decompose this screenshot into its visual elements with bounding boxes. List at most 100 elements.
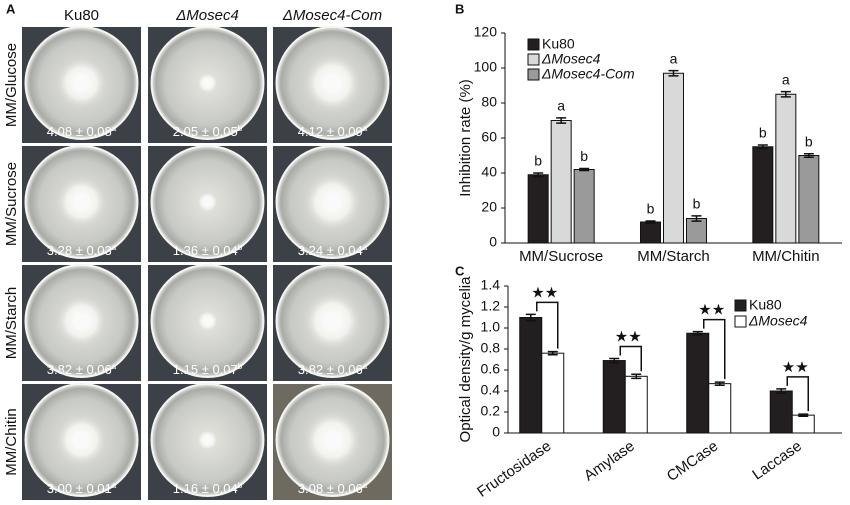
panel-label: B (455, 1, 464, 16)
y-axis-label: Inhibition rate (%) (457, 79, 474, 197)
colony-center (202, 435, 213, 445)
y-tick-label: 0.2 (481, 403, 501, 419)
y-tick-label: 0.4 (481, 382, 501, 398)
cell-value-superscript: a (112, 481, 117, 490)
error-bar (645, 220, 656, 224)
significance-bracket (703, 318, 726, 380)
column-header: ΔMosec4-Com (282, 7, 382, 24)
y-tick-label: 40 (481, 164, 497, 180)
cell-value: 3.24 ± 0.04a (298, 243, 368, 258)
cell-value: 3.82 ± 0.06a (298, 362, 368, 377)
error-bar (776, 388, 787, 394)
bar (752, 146, 774, 244)
cell-value-text: 3.24 ± 0.04 (298, 243, 363, 258)
cell-value-superscript: a (112, 243, 117, 252)
cell-value-text: 1.16 ± 0.04 (173, 481, 238, 496)
panel-label: C (455, 263, 465, 278)
significance-letter: b (580, 148, 588, 164)
legend-swatch (527, 68, 540, 81)
colony-center (323, 192, 342, 212)
colony-center (73, 431, 90, 449)
bar (541, 352, 565, 434)
significance-stars: ★★ (615, 328, 642, 345)
cell-value: 3.82 ± 0.06a (47, 362, 117, 377)
colony-center (73, 193, 90, 211)
bar (775, 93, 797, 244)
cell-value-superscript: a (112, 124, 117, 133)
colony-center (323, 311, 342, 331)
significance-letter: a (670, 50, 678, 66)
error-bar (691, 215, 702, 222)
row-label: MM/Glucose (3, 43, 20, 127)
y-tick-label: 1.2 (481, 298, 501, 314)
cell-value-superscript: b (238, 124, 243, 133)
cell-value-superscript: b (238, 481, 243, 490)
x-tick-label: Amylase (581, 438, 638, 485)
error-bar (780, 90, 791, 98)
bar (573, 169, 595, 244)
bar (686, 332, 710, 434)
x-tick-label: MM/Sucrose (519, 248, 603, 265)
colony-center (73, 74, 90, 92)
significance-stars: ★★ (782, 359, 809, 376)
significance-letter: b (534, 153, 542, 169)
y-tick-label: 0.6 (481, 361, 501, 377)
error-bar (533, 172, 544, 178)
cell-value-text: 3.82 ± 0.06 (298, 362, 363, 377)
cell-value-superscript: a (363, 481, 368, 490)
legend-label: ΔMosec4-Com (541, 66, 635, 82)
significance-letter: b (647, 201, 655, 217)
cell-value-superscript: a (363, 362, 368, 371)
cell-value: 3.28 ± 0.03a (47, 243, 117, 258)
y-tick-label: 0 (492, 424, 500, 440)
column-header: ΔMosec4 (175, 7, 239, 24)
cell-value: 3.08 ± 0.06a (298, 481, 368, 496)
cell-value-text: 3.28 ± 0.03 (47, 243, 112, 258)
cell-value-text: 1.15 ± 0.07 (173, 362, 238, 377)
error-bar (803, 153, 814, 158)
cell-value-text: 3.00 ± 0.01 (47, 481, 112, 496)
column-header: Ku80 (64, 7, 99, 24)
bar (769, 390, 793, 434)
x-tick-label: MM/Chitin (752, 248, 820, 265)
row-label: MM/Chitin (3, 408, 20, 476)
cell-value: 3.00 ± 0.01a (47, 481, 117, 496)
cell-value: 4.08 ± 0.08a (47, 124, 117, 139)
legend-label: ΔMosec4 (541, 51, 601, 67)
cell-value-superscript: b (238, 362, 243, 371)
significance-letter: b (805, 133, 813, 149)
error-bar (556, 117, 567, 124)
colony-center (323, 430, 342, 450)
cell-value-superscript: b (238, 243, 243, 252)
legend-label: Ku80 (542, 36, 575, 52)
legend-label: Ku80 (749, 297, 782, 313)
legend-swatch (527, 38, 540, 51)
error-bar (692, 330, 703, 336)
x-tick-label: Fructosidase (474, 438, 554, 501)
cell-value: 4.12 ± 0.09a (298, 124, 368, 139)
cell-value: 1.15 ± 0.07b (173, 362, 243, 377)
significance-bracket (536, 301, 559, 349)
cell-value: 2.05 ± 0.05b (173, 124, 243, 139)
y-tick-label: 80 (481, 94, 497, 110)
error-bar (714, 381, 725, 386)
cell-value-superscript: a (363, 243, 368, 252)
legend-swatch (527, 53, 540, 66)
significance-bracket (786, 376, 809, 412)
bar (663, 72, 684, 244)
y-tick-label: 1.0 (481, 319, 501, 335)
cell-value-text: 4.08 ± 0.08 (47, 124, 112, 139)
cell-value-superscript: a (363, 124, 368, 133)
bar (708, 383, 732, 434)
x-tick-label: CMCase (664, 438, 722, 485)
legend-swatch (734, 315, 747, 328)
colony-center (202, 78, 213, 88)
row-label: MM/Sucrose (3, 162, 20, 246)
y-tick-label: 0 (489, 234, 497, 250)
y-axis-label: Optical density/g mycelia (457, 276, 474, 443)
significance-letter: a (782, 71, 790, 87)
cell-value-text: 3.08 ± 0.06 (298, 481, 363, 496)
colony-center (202, 197, 213, 207)
bar (798, 155, 820, 244)
